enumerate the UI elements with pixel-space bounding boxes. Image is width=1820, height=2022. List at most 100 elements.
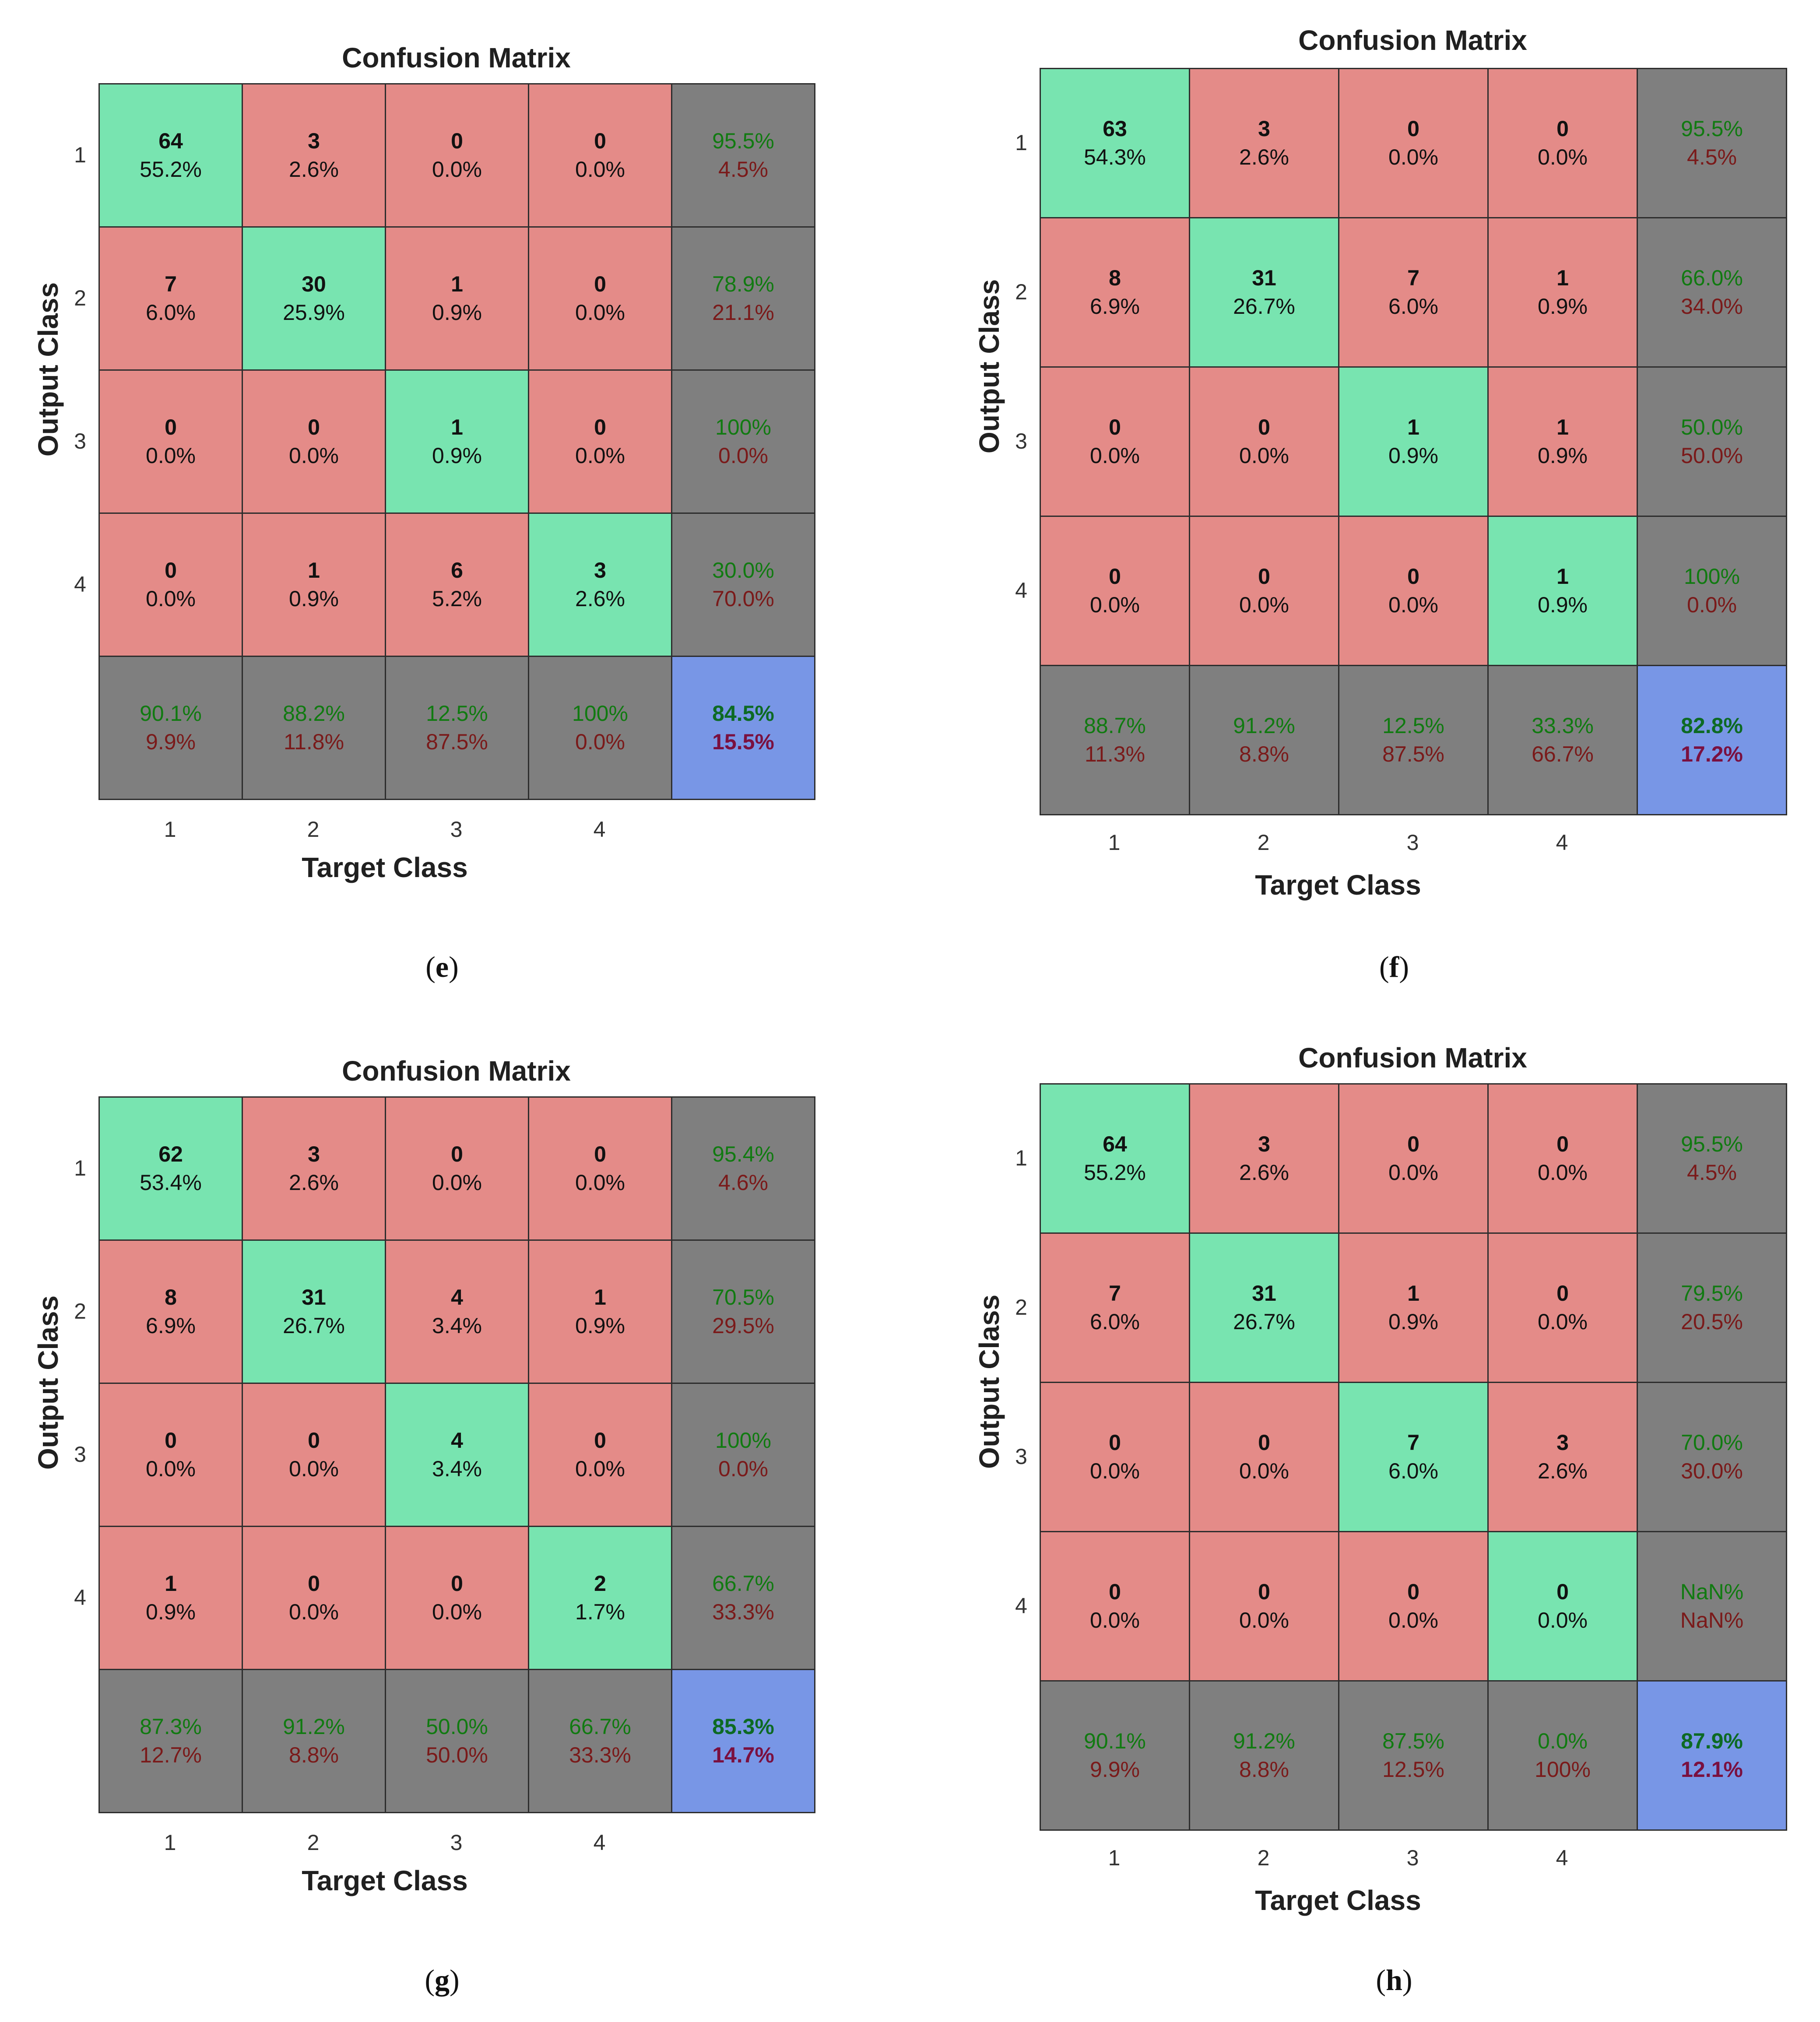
precision-value: 100% [715, 415, 771, 439]
row-summary-cell: 30.0% 70.0% [671, 513, 815, 657]
matrix-cell: 0 0.0% [1040, 1531, 1190, 1681]
x-tick-label: 3 [1406, 1846, 1419, 1870]
matrix-cell: 0 0.0% [1487, 1531, 1638, 1681]
cell-count: 7 [1407, 1430, 1419, 1455]
x-tick-label: 1 [1108, 830, 1121, 855]
cell-count: 1 [594, 1285, 606, 1309]
cell-count: 2 [594, 1571, 606, 1596]
cell-percent: 26.7% [283, 1313, 345, 1338]
chart-title: Confusion Matrix [1298, 25, 1527, 56]
overall-accuracy-cell: 82.8% 17.2% [1637, 665, 1787, 815]
matrix-cell: 0 0.0% [1040, 366, 1190, 517]
cell-percent: 0.9% [1538, 294, 1588, 319]
panel-letter: h [1386, 1963, 1402, 1997]
error-value: 100% [1535, 1757, 1591, 1782]
cell-percent: 0.0% [575, 300, 625, 325]
row-summary-cell: 79.5% 20.5% [1637, 1232, 1787, 1383]
matrix-cell: 64 55.2% [98, 83, 243, 228]
cell-count: 0 [594, 129, 606, 153]
confusion-grid: 64 55.2% 3 2.6% 0 0.0% 0 0.0% 95.5% 4.5% 7 6.0% 30 25… [98, 83, 815, 800]
matrix-cell: 0 0.0% [385, 1096, 529, 1241]
error-value: 0.0% [575, 730, 625, 754]
matrix-cell: 0 0.0% [1338, 1531, 1489, 1681]
row-summary-cell: 100% 0.0% [1637, 516, 1787, 666]
cell-percent: 2.6% [1239, 1160, 1289, 1185]
error-value: 12.7% [140, 1743, 202, 1767]
accuracy-value: 85.3% [712, 1714, 774, 1739]
error-value: 20.5% [1681, 1309, 1743, 1334]
matrix-cell: 0 0.0% [385, 1526, 529, 1670]
y-tick-label: 3 [74, 428, 86, 453]
matrix-cell: 0 0.0% [528, 369, 672, 514]
precision-value: 95.5% [1681, 1132, 1743, 1156]
accuracy-value: 87.9% [1681, 1729, 1743, 1753]
cell-percent: 0.9% [1388, 443, 1438, 468]
cell-count: 1 [1407, 415, 1419, 439]
error-value: 4.6% [718, 1170, 768, 1195]
y-tick-label: 4 [1015, 1593, 1027, 1618]
cell-count: 0 [1109, 1580, 1121, 1604]
cell-percent: 3.4% [432, 1457, 482, 1481]
y-tick-label: 4 [74, 572, 86, 597]
matrix-cell: 31 26.7% [242, 1239, 386, 1384]
matrix-cell: 31 26.7% [1189, 1232, 1339, 1383]
matrix-cell: 0 0.0% [98, 513, 243, 657]
matrix-cell: 3 2.6% [1189, 68, 1339, 218]
matrix-cell: 0 0.0% [385, 83, 529, 228]
cell-count: 8 [1109, 266, 1121, 290]
cell-percent: 0.0% [1239, 593, 1289, 617]
precision-value: 95.4% [712, 1142, 774, 1166]
column-summary-cell: 33.3% 66.7% [1487, 665, 1638, 815]
error-value: 11.8% [283, 730, 344, 754]
matrix-cell: 0 0.0% [242, 369, 386, 514]
cell-count: 1 [451, 415, 463, 439]
cell-count: 0 [1258, 1430, 1270, 1455]
y-tick-label: 2 [74, 1299, 86, 1323]
cell-count: 0 [451, 1142, 463, 1166]
cell-percent: 0.0% [1239, 443, 1289, 468]
matrix-cell: 0 0.0% [528, 1383, 672, 1527]
matrix-cell: 0 0.0% [528, 1096, 672, 1241]
precision-value: 30.0% [712, 558, 774, 583]
matrix-cell: 1 0.9% [528, 1239, 672, 1384]
cell-count: 0 [1556, 116, 1569, 141]
matrix-cell: 0 0.0% [242, 1383, 386, 1527]
cell-count: 0 [165, 1428, 177, 1453]
matrix-cell: 7 6.0% [98, 226, 243, 371]
recall-value: 91.2% [1233, 713, 1295, 738]
matrix-cell: 0 0.0% [1040, 1382, 1190, 1532]
cell-percent: 0.0% [1538, 1608, 1588, 1632]
precision-value: 70.0% [1681, 1430, 1743, 1455]
column-summary-cell: 87.3% 12.7% [98, 1669, 243, 1813]
cell-count: 0 [1109, 1430, 1121, 1455]
overall-accuracy-cell: 85.3% 14.7% [671, 1669, 815, 1813]
cell-percent: 0.0% [575, 1170, 625, 1195]
recall-value: 87.5% [1382, 1729, 1444, 1753]
error-value: 9.9% [146, 730, 196, 754]
matrix-cell: 8 6.9% [1040, 217, 1190, 368]
cell-count: 7 [1407, 266, 1419, 290]
error-value: 70.0% [712, 586, 774, 611]
recall-value: 87.3% [140, 1714, 202, 1739]
y-axis-label: Output Class [973, 1294, 1005, 1469]
cell-percent: 6.0% [1090, 1309, 1140, 1334]
x-tick-label: 3 [450, 1830, 463, 1855]
column-summary-cell: 91.2% 8.8% [242, 1669, 386, 1813]
error-value: 8.8% [1239, 742, 1289, 766]
cell-count: 1 [1556, 415, 1569, 439]
chart-title: Confusion Matrix [1298, 1042, 1527, 1074]
column-summary-cell: 12.5% 87.5% [1338, 665, 1489, 815]
matrix-cell: 3 2.6% [528, 513, 672, 657]
error-value: 87.5% [426, 730, 488, 754]
cell-percent: 55.2% [140, 157, 202, 182]
cell-count: 0 [1109, 564, 1121, 589]
recall-value: 12.5% [426, 701, 488, 726]
matrix-cell: 0 0.0% [1487, 68, 1638, 218]
column-summary-cell: 90.1% 9.9% [1040, 1680, 1190, 1831]
cell-percent: 0.0% [146, 443, 196, 468]
panel-letter: f [1389, 950, 1399, 983]
cell-percent: 0.0% [432, 157, 482, 182]
y-axis-label: Output Class [32, 1295, 64, 1470]
recall-value: 66.7% [569, 1714, 631, 1739]
